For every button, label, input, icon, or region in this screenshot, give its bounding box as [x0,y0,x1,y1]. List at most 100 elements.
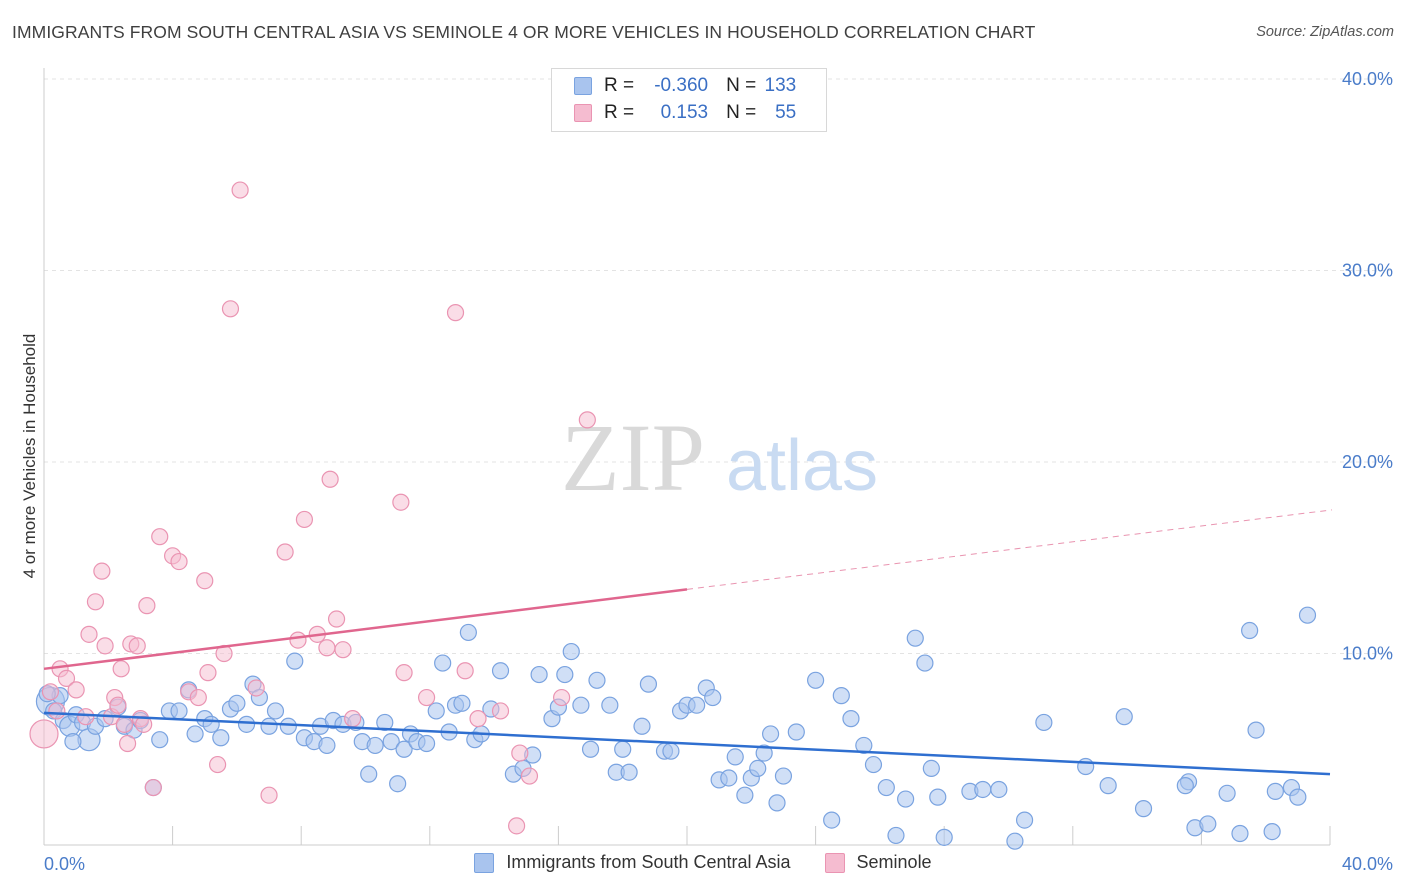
data-point-blue [704,688,722,707]
data-point-blue [228,694,246,712]
trend-lines [43,509,1333,776]
data-point-blue [749,759,767,778]
data-point-blue [581,740,600,758]
y-tick-label: 40.0% [1342,69,1393,89]
legend-label-pink: Seminole [856,852,932,872]
data-point-pink [209,755,227,774]
series-legend: Immigrants from South Central Asia Semin… [0,852,1406,873]
correlation-legend: R = -0.360 N = 133 R = 0.153 N = 55 [551,68,827,132]
legend-row-pink: R = 0.153 N = 55 [574,101,796,125]
trend-line-blue [43,711,1331,776]
data-point-blue [572,696,590,714]
data-point-blue [530,665,548,684]
data-point-blue [556,665,574,684]
data-point-pink [276,543,294,561]
data-point-pink [417,688,436,707]
data-point-pink [189,688,207,707]
data-point-pink [221,300,240,318]
data-point-pink [578,411,596,429]
legend-item-pink: Seminole [824,852,932,873]
data-point-pink [135,715,153,733]
data-point-blue [395,740,413,758]
data-point-pink [289,631,307,649]
data-point-blue [974,780,992,799]
data-point-pink [469,710,487,728]
data-point-blue [855,736,873,755]
data-point-pink [67,681,85,699]
data-point-pink [170,552,188,571]
data-point-pink [321,470,339,488]
data-point-pink [109,696,127,714]
data-point-pink [231,181,249,199]
data-point-pink [553,688,571,707]
y-tick-label: 20.0% [1342,452,1393,472]
data-point-blue [761,725,780,743]
data-point-blue [1241,621,1259,640]
data-point-pink [151,528,169,546]
data-point-pink [520,767,539,785]
data-point-blue [1015,811,1034,829]
y-tick-label: 10.0% [1342,644,1393,664]
data-point-blue [620,763,638,781]
watermark-atlas: atlas [726,426,878,506]
data-point-pink [128,637,146,655]
data-point-pink [446,304,465,322]
data-point-blue [1099,777,1117,795]
data-point-blue [459,623,477,642]
y-tick-label: 30.0% [1342,261,1393,281]
data-point-blue [1134,800,1153,818]
source-label: Source: ZipAtlas.com [1256,24,1394,40]
data-point-pink [115,715,133,733]
data-point-blue [279,717,297,735]
data-point-blue [755,744,773,762]
legend-n-value: 55 [775,102,797,123]
data-point-blue [720,769,738,787]
data-point-blue [382,732,400,751]
data-point-blue [1263,822,1281,841]
trend-line-pink-extension [686,509,1333,590]
data-point-pink [295,510,314,529]
data-point-pink [334,641,352,659]
data-point-blue [662,742,680,760]
series-blue-points [35,606,1317,850]
data-point-pink [247,679,265,697]
data-point-blue [417,734,436,753]
data-point-blue [726,748,744,766]
data-point-blue [286,652,304,670]
data-point-blue [1115,708,1133,726]
legend-r-label: R = [604,102,635,123]
data-point-blue [906,629,924,647]
data-point-blue [842,710,860,728]
data-point-pink [118,734,137,753]
data-point-blue [1298,606,1317,624]
data-point-pink [112,660,130,678]
data-point-blue [1199,815,1217,833]
legend-n-label: N = [726,102,757,123]
data-point-pink [344,710,362,728]
axes [43,68,1331,846]
data-point-blue [601,696,619,714]
data-point-blue [376,713,394,732]
data-point-blue [688,696,706,714]
data-point-blue [823,811,841,829]
data-point-pink [395,664,413,682]
data-point-blue [633,717,651,735]
data-point-blue [768,794,786,812]
data-point-pink [57,669,76,687]
data-point-blue [360,765,378,783]
data-point-blue [929,788,947,806]
legend-n-value: 133 [764,75,797,96]
series-pink-points [29,181,596,835]
data-point-pink [456,662,474,680]
trend-line-pink [43,588,688,671]
data-point-blue [832,687,850,705]
data-point-blue [1077,757,1095,776]
data-point-pink [80,625,98,643]
data-point-pink [96,637,114,655]
x-tick-label: 40.0% [1342,854,1393,874]
data-point-blue [1289,788,1307,806]
data-point-blue [787,723,805,741]
data-point-blue [491,662,510,680]
data-point-blue [434,654,452,672]
data-point-blue [202,715,220,733]
